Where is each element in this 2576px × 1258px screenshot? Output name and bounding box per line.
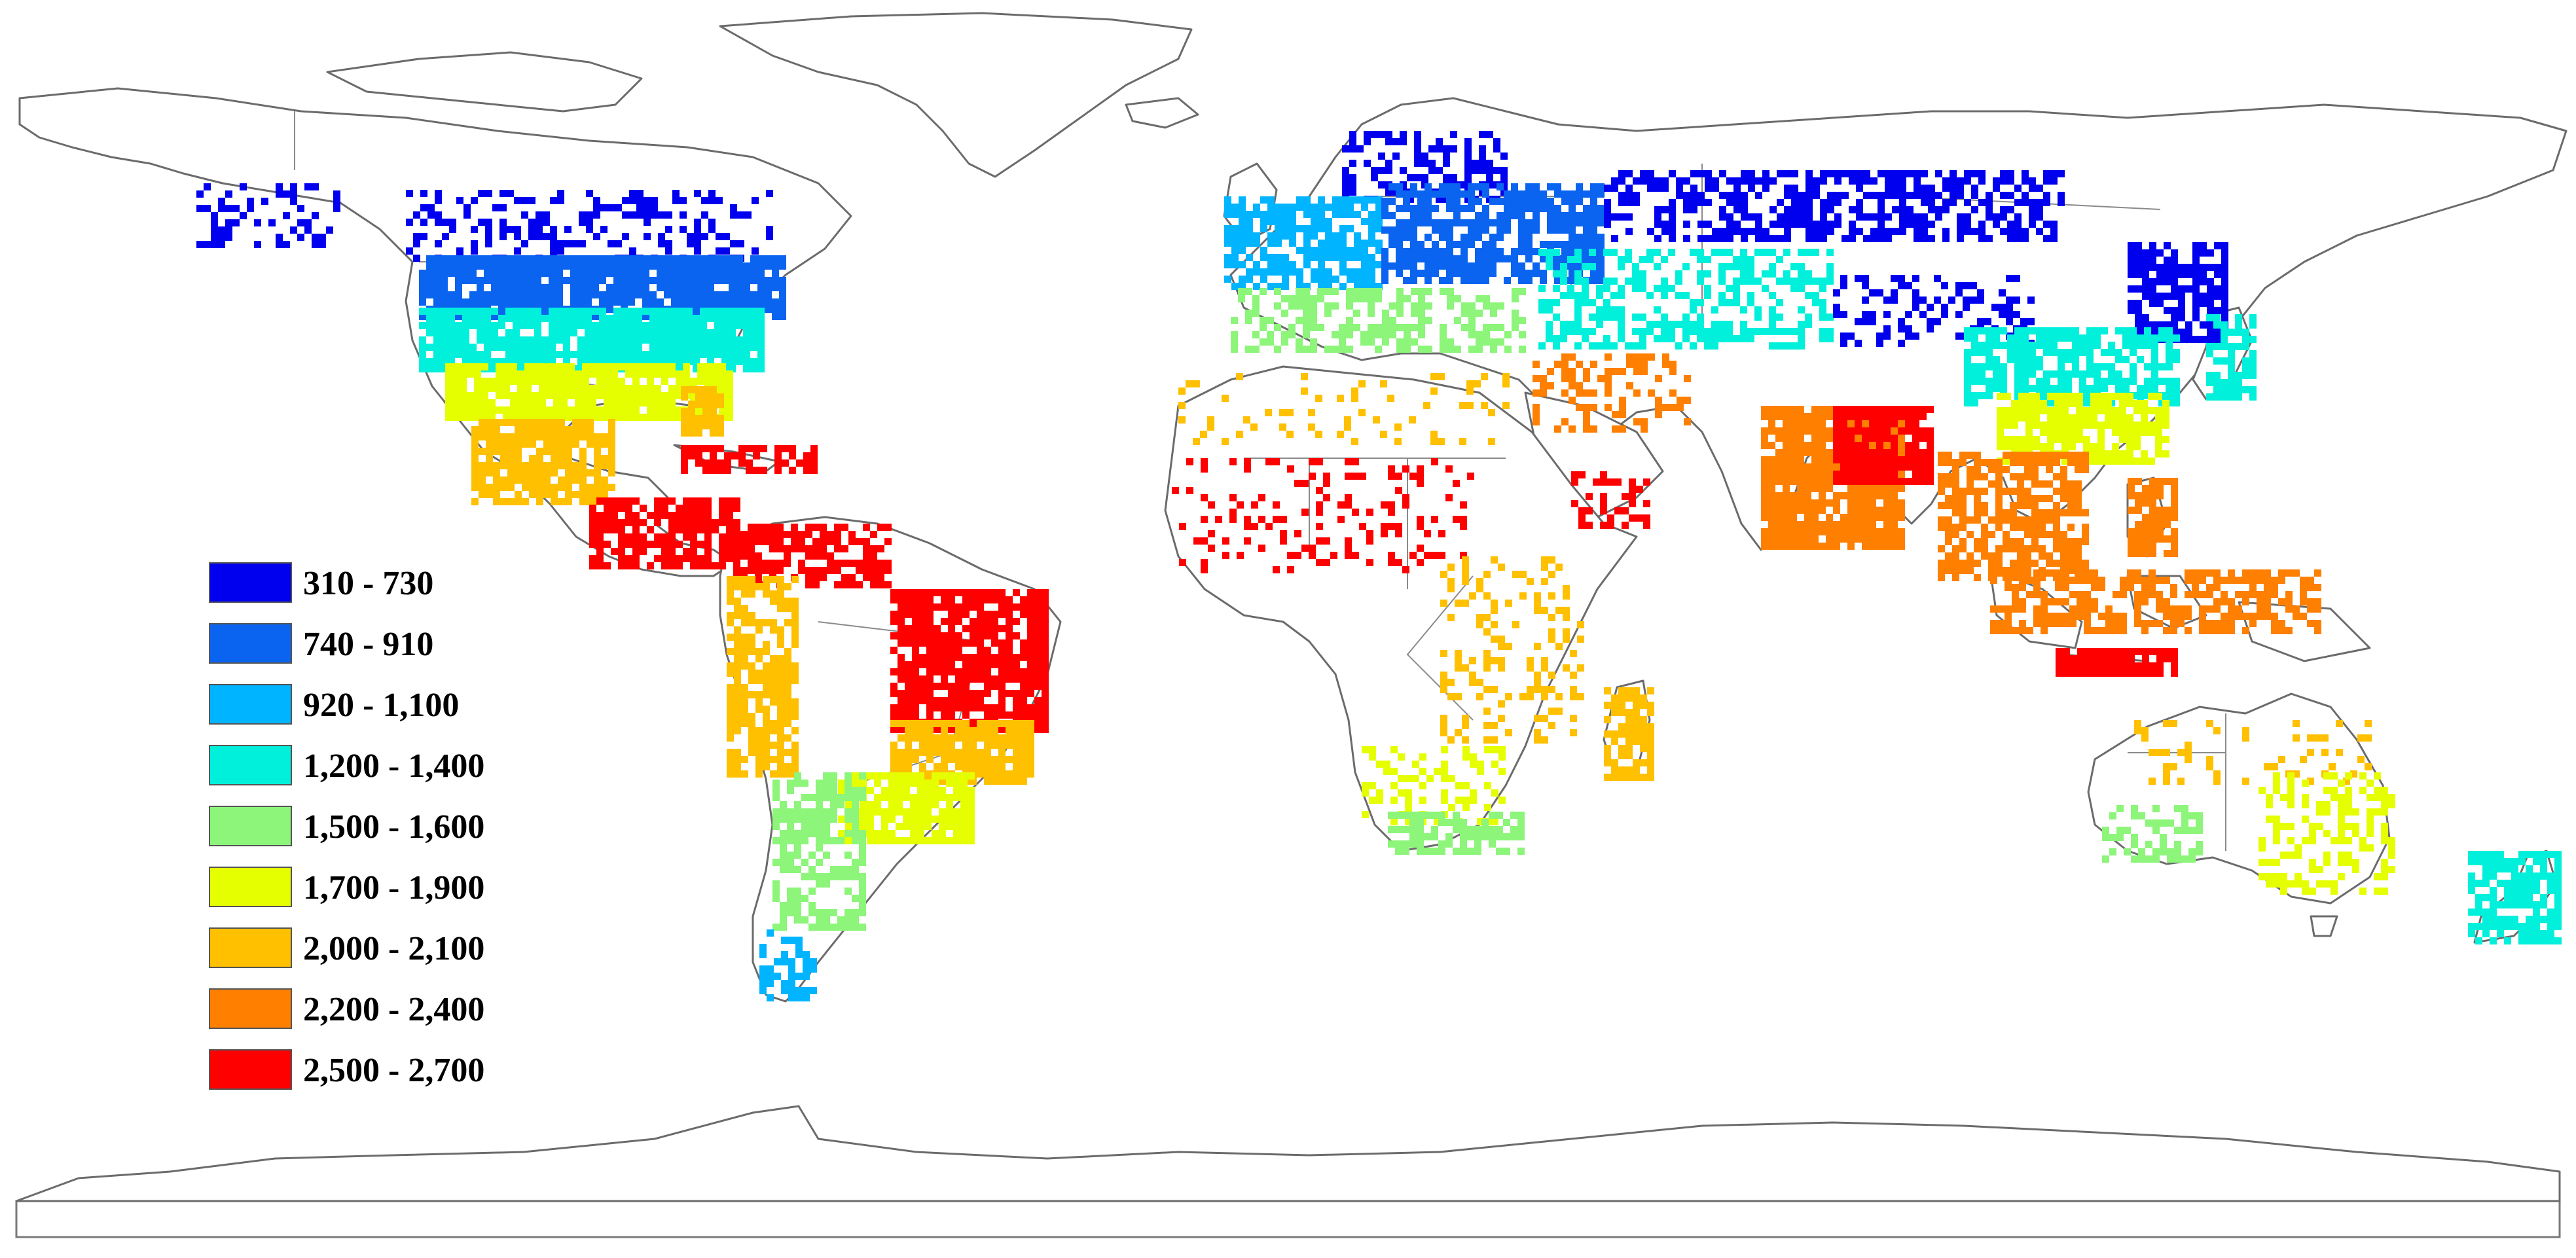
legend-label: 2,500 - 2,700 (303, 1052, 484, 1089)
raster-region (2206, 314, 2257, 401)
raster-region (2468, 851, 2562, 944)
raster-region (727, 576, 799, 778)
iceland (1125, 97, 1199, 129)
raster-region (1938, 452, 2089, 581)
raster-region (1833, 406, 1934, 485)
legend-swatch (209, 988, 292, 1029)
legend-label: 310 - 730 (303, 565, 433, 602)
legend-label: 2,200 - 2,400 (303, 991, 484, 1028)
raster-cells (196, 131, 2562, 1001)
raster-region (1964, 327, 2180, 406)
raster-region (1533, 353, 1691, 433)
legend-swatch (209, 1049, 292, 1090)
raster-region (445, 363, 733, 421)
raster-region (772, 772, 866, 931)
raster-region (589, 497, 740, 569)
raster-region (1571, 471, 1650, 529)
legend-label: 1,700 - 1,900 (303, 869, 484, 907)
legend-label: 1,200 - 1,400 (303, 747, 484, 785)
raster-region (1381, 183, 1605, 284)
raster-region (890, 589, 1049, 733)
legend: 310 - 730 740 - 910 920 - 1,100 1,200 - 1,4… (209, 562, 484, 1090)
legend-swatch (209, 927, 292, 968)
raster-region (1388, 812, 1525, 855)
legend-swatch (209, 562, 292, 603)
legend-label: 2,000 - 2,100 (303, 930, 484, 967)
australia-borders (2128, 713, 2226, 851)
map-bottom-frame (15, 1200, 2561, 1238)
legend-label: 920 - 1,100 (303, 687, 459, 724)
raster-region (2102, 805, 2203, 863)
raster-region (1172, 458, 1474, 573)
legend-swatch (209, 867, 292, 907)
raster-region (1997, 393, 2169, 465)
greenland-landmass (719, 12, 1193, 178)
tasmania (2310, 915, 2338, 937)
legend-swatch (209, 806, 292, 846)
raster-region (1538, 249, 1834, 350)
raster-region (1990, 569, 2321, 634)
raster-region (2134, 720, 2372, 785)
legend-swatch (209, 623, 292, 664)
legend-label: 740 - 910 (303, 626, 433, 663)
raster-region (681, 386, 724, 437)
legend-swatch (209, 684, 292, 725)
africa-borders (1244, 458, 1506, 721)
legend-swatch (209, 745, 292, 785)
raster-region (196, 183, 340, 248)
raster-region (759, 929, 817, 1001)
raster-region (681, 445, 818, 474)
raster-region (1231, 288, 1526, 353)
raster-region (1604, 687, 1654, 781)
legend-label: 1,500 - 1,600 (303, 808, 484, 846)
antarctica-landmass (15, 1105, 2561, 1202)
canadian-arctic-islands (326, 51, 643, 113)
raster-region (1604, 170, 2065, 242)
raster-region (2259, 772, 2395, 895)
raster-region (2056, 648, 2178, 677)
raster-region (733, 524, 892, 588)
raster-region (2128, 478, 2178, 557)
raster-region (1440, 556, 1584, 744)
raster-region (1178, 373, 1510, 445)
raster-region (1224, 196, 1383, 290)
raster-region (471, 419, 615, 505)
raster-region (2128, 242, 2228, 343)
